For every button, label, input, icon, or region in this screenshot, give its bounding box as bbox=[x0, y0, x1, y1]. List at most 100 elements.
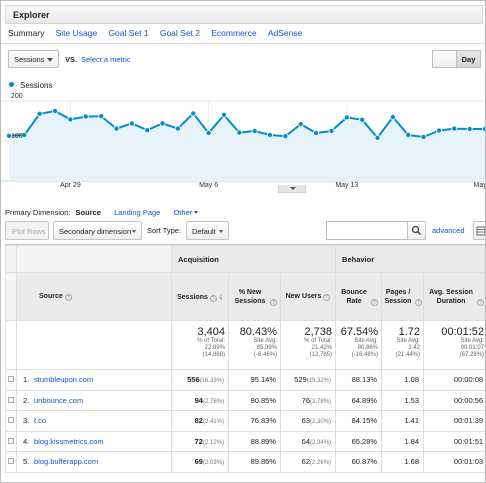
col-new-users-label: New Users bbox=[285, 293, 322, 300]
tab-ecommerce[interactable]: Ecommerce bbox=[211, 28, 257, 38]
grid-view-icon bbox=[476, 226, 485, 236]
data-point bbox=[328, 128, 335, 135]
dimension-landing-page[interactable]: Landing Page bbox=[114, 208, 161, 217]
chevron-down-icon bbox=[132, 230, 136, 233]
source-link[interactable]: blog.bufferapp.com bbox=[34, 457, 99, 467]
sessions-pct: (2.41%) bbox=[202, 419, 224, 426]
select-metric-link[interactable]: Select a metric bbox=[81, 55, 131, 64]
data-point bbox=[482, 126, 485, 132]
row-checkbox-cell bbox=[5, 451, 17, 473]
bounce-rate-cell: 88.13% bbox=[335, 369, 383, 391]
row-checkbox[interactable] bbox=[8, 437, 14, 444]
new-users-pct: (2.34%) bbox=[310, 439, 332, 446]
secondary-dimension-select[interactable]: Secondary dimension bbox=[53, 221, 142, 240]
source-cell: 4. blog.kissmetrics.com bbox=[16, 430, 172, 452]
new-users-cell: 64(2.34%) bbox=[279, 430, 337, 452]
total-sub: 21.42% bbox=[311, 345, 333, 351]
metric-select[interactable]: Sessions bbox=[8, 50, 59, 68]
tab-site-usage[interactable]: Site Usage bbox=[55, 28, 98, 38]
new-users-value: 64 bbox=[301, 436, 311, 446]
source-cell: 1. stumbleupon.com bbox=[16, 369, 172, 391]
data-point bbox=[82, 113, 89, 120]
col-bounce-rate[interactable]: Bounce Rate? bbox=[335, 272, 383, 321]
chevron-down-icon bbox=[290, 187, 296, 190]
sort-type-select[interactable]: Default bbox=[186, 221, 229, 240]
source-link[interactable]: blog.kissmetrics.com bbox=[34, 436, 104, 446]
table-row: 1. stumbleupon.com 556(16.33%) 95.14% 529… bbox=[5, 369, 485, 391]
data-point bbox=[67, 116, 74, 123]
total-pages-session: 1.72 Site Avg: 1.42 (21.44%) bbox=[381, 320, 425, 370]
col-avg-duration[interactable]: Avg. Session Duration? bbox=[423, 272, 485, 321]
dimension-other-label: Other bbox=[173, 208, 193, 217]
help-icon: ? bbox=[64, 294, 72, 301]
tab-goal-set-1[interactable]: Goal Set 1 bbox=[108, 28, 149, 38]
sort-type-label: Sort Type: bbox=[147, 226, 182, 235]
advanced-filter-link[interactable]: advanced bbox=[432, 226, 465, 235]
total-value: 3,404 bbox=[197, 326, 225, 338]
table-search-input[interactable] bbox=[326, 221, 408, 240]
dimension-other[interactable]: Other bbox=[173, 208, 199, 217]
row-checkbox[interactable] bbox=[8, 376, 14, 383]
col-new-sessions[interactable]: % New Sessions? bbox=[228, 272, 281, 321]
totals-blank bbox=[16, 320, 172, 370]
table-row: 3. t.co 82(2.41%) 76.83% 63(2.30%) 84.15%… bbox=[5, 410, 485, 432]
tab-summary[interactable]: Summary bbox=[8, 28, 45, 38]
new-users-pct: (2.30%) bbox=[310, 419, 332, 426]
chart-option-button[interactable] bbox=[432, 50, 456, 68]
y-tick-label: 100 bbox=[11, 133, 23, 140]
tab-goal-set-2[interactable]: Goal Set 2 bbox=[159, 28, 201, 38]
col-pages-session[interactable]: Pages / Session? bbox=[381, 272, 425, 321]
data-point bbox=[113, 125, 120, 132]
plot-rows-button[interactable]: Plot Rows bbox=[5, 221, 49, 240]
sessions-value: 82 bbox=[194, 416, 203, 426]
chart-collapse-handle[interactable] bbox=[278, 185, 306, 193]
sessions-value: 72 bbox=[194, 436, 203, 446]
total-value: 1.72 bbox=[398, 326, 421, 338]
col-source[interactable]: Source? bbox=[16, 272, 172, 321]
data-point bbox=[267, 132, 274, 139]
total-sub: (67.28%) bbox=[459, 352, 485, 358]
data-point bbox=[205, 130, 212, 137]
sessions-value: 94 bbox=[194, 395, 203, 405]
col-new-users[interactable]: New Users? bbox=[279, 272, 337, 321]
data-point bbox=[159, 120, 166, 127]
help-icon: ? bbox=[477, 298, 485, 306]
total-sub: (12,785) bbox=[309, 352, 333, 358]
bounce-rate-cell: 64.89% bbox=[335, 389, 383, 411]
avg-duration-cell: 00:00:56 bbox=[423, 389, 485, 411]
row-checkbox-cell bbox=[5, 389, 17, 411]
total-bounce-rate: 67.54% Site Avg: 80.86% (-16.48%) bbox=[335, 320, 383, 370]
table-row: 2. unbounce.com 94(2.76%) 80.85% 76(2.78%… bbox=[5, 389, 485, 411]
table-view-button[interactable] bbox=[473, 221, 485, 240]
total-sub: Site Avg: bbox=[460, 338, 485, 344]
sessions-cell: 82(2.41%) bbox=[171, 410, 229, 432]
legend-dot-icon bbox=[9, 82, 14, 87]
data-point bbox=[313, 130, 320, 137]
row-checkbox[interactable] bbox=[8, 417, 14, 424]
col-sessions[interactable]: Sessions? ↓ bbox=[171, 272, 229, 321]
data-point bbox=[420, 134, 427, 141]
data-point bbox=[466, 126, 473, 133]
row-number: 5. bbox=[23, 457, 30, 467]
new-sessions-cell: 80.85% bbox=[228, 389, 281, 411]
tab-adsense[interactable]: AdSense bbox=[267, 28, 303, 38]
new-users-value: 62 bbox=[301, 457, 311, 467]
col-avg-duration-label: Avg. Session Duration bbox=[429, 288, 473, 305]
data-point bbox=[389, 113, 396, 120]
data-point bbox=[451, 125, 458, 132]
data-table: Acquisition Behavior Source? Sessions? ↓ … bbox=[5, 244, 485, 482]
source-link[interactable]: stumbleupon.com bbox=[34, 375, 94, 385]
row-checkbox[interactable] bbox=[8, 396, 14, 403]
data-point bbox=[343, 114, 350, 121]
source-link[interactable]: unbounce.com bbox=[34, 395, 84, 405]
x-tick-label: May 6 bbox=[199, 182, 218, 189]
search-button[interactable] bbox=[407, 221, 426, 240]
row-checkbox[interactable] bbox=[8, 458, 14, 465]
totals-blank bbox=[5, 320, 17, 370]
day-button[interactable]: Day bbox=[456, 50, 481, 68]
acquisition-group-header: Acquisition bbox=[170, 245, 337, 273]
source-link[interactable]: t.co bbox=[34, 416, 47, 426]
help-icon: ? bbox=[371, 298, 379, 306]
series-area-fill bbox=[9, 111, 485, 181]
